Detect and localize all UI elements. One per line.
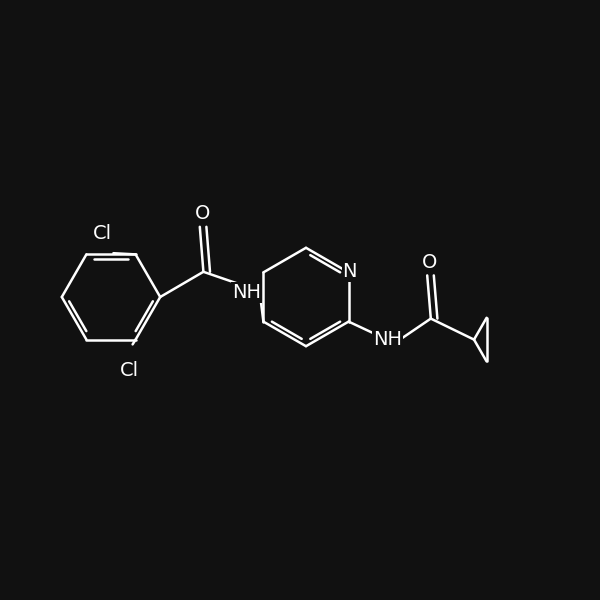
Text: N: N <box>343 262 357 281</box>
Text: NH: NH <box>373 330 402 349</box>
Text: Cl: Cl <box>120 361 139 380</box>
Text: O: O <box>194 204 210 223</box>
Text: Cl: Cl <box>93 224 112 243</box>
Text: O: O <box>422 253 437 272</box>
Text: NH: NH <box>232 283 261 302</box>
